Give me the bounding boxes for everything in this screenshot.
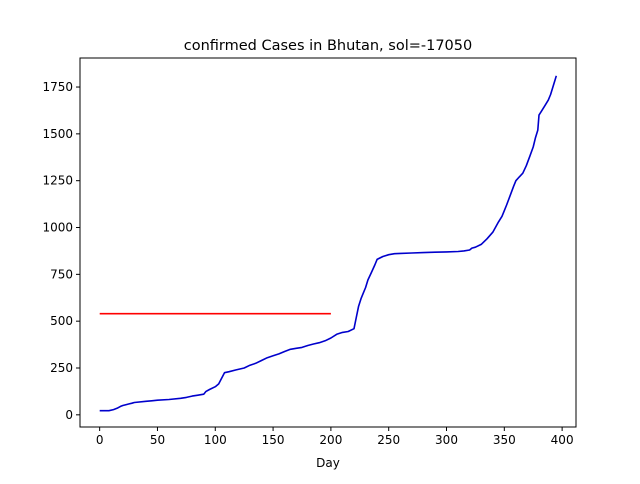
y-tick-label: 500 xyxy=(50,314,73,328)
plot-area xyxy=(80,58,576,427)
x-axis-ticks: 0 50 100 150 200 250 300 350 400 xyxy=(96,427,574,447)
y-tick-label: 1500 xyxy=(42,127,73,141)
x-axis-label: Day xyxy=(316,456,340,470)
chart-title: confirmed Cases in Bhutan, sol=-17050 xyxy=(184,38,472,54)
plot-frame xyxy=(79,57,577,428)
y-axis-ticks: 0 250 500 750 1000 1250 1500 1750 xyxy=(42,80,80,422)
x-tick-label: 400 xyxy=(551,433,574,447)
y-tick-label: 250 xyxy=(50,361,73,375)
x-tick-label: 250 xyxy=(377,433,400,447)
x-tick-label: 50 xyxy=(150,433,165,447)
y-tick-label: 1750 xyxy=(42,80,73,94)
series-layer xyxy=(99,75,558,412)
y-tick-label: 0 xyxy=(65,408,73,422)
x-tick-label: 0 xyxy=(96,433,104,447)
x-tick-label: 300 xyxy=(435,433,458,447)
y-tick-label: 750 xyxy=(50,267,73,281)
y-tick-label: 1000 xyxy=(42,221,73,235)
x-tick-label: 200 xyxy=(319,433,342,447)
x-tick-label: 350 xyxy=(493,433,516,447)
y-tick-label: 1250 xyxy=(42,174,73,188)
x-tick-label: 100 xyxy=(204,433,227,447)
series-line-1 xyxy=(99,75,558,412)
x-tick-label: 150 xyxy=(262,433,285,447)
